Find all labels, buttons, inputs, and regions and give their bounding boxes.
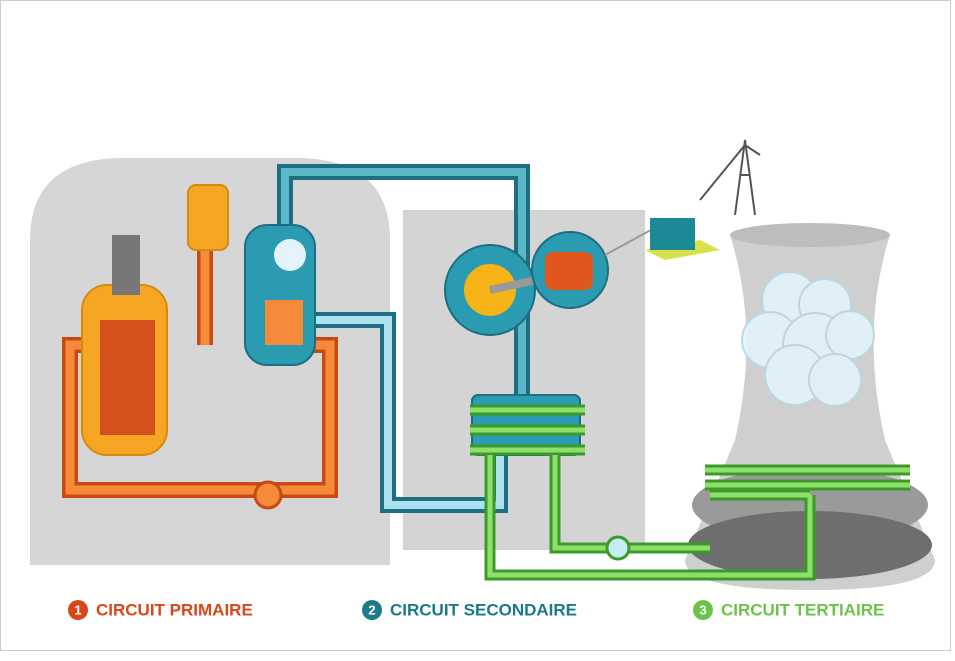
control-rods [112, 235, 140, 295]
diagram: 1 CIRCUIT PRIMAIRE 2 CIRCUIT SECONDAIRE … [0, 0, 955, 661]
legend-label: CIRCUIT PRIMAIRE [96, 600, 253, 619]
pressurizer [188, 185, 228, 250]
legend-label: CIRCUIT TERTIAIRE [721, 600, 884, 619]
legend-number: 2 [368, 603, 375, 618]
transformer [650, 218, 695, 250]
legend-label: CIRCUIT SECONDAIRE [390, 600, 577, 619]
reactor-core [100, 320, 155, 435]
legend-number: 1 [74, 603, 81, 618]
generator-core [545, 252, 593, 290]
primary-pump [255, 482, 281, 508]
sg-steam [274, 239, 306, 271]
legend-number: 3 [699, 603, 706, 618]
tertiary-pump [607, 537, 629, 559]
tower-top [730, 223, 890, 247]
sg-tubes [265, 300, 303, 345]
